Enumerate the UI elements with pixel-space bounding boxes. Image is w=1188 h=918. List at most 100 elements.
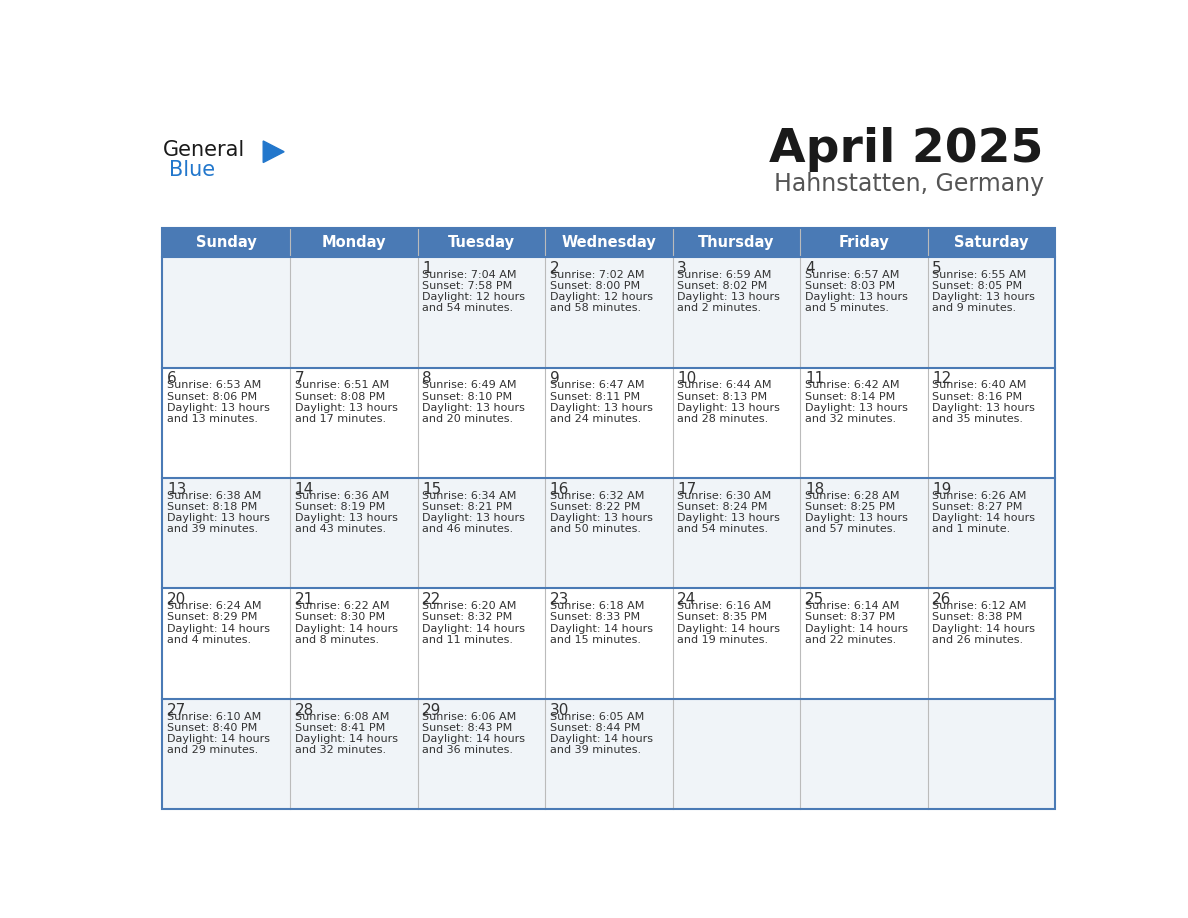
Text: and 1 minute.: and 1 minute. — [933, 524, 1011, 534]
Text: Blue: Blue — [169, 161, 215, 180]
Text: 5: 5 — [933, 261, 942, 276]
Text: Sunset: 8:16 PM: Sunset: 8:16 PM — [933, 392, 1023, 401]
Text: Sunset: 8:30 PM: Sunset: 8:30 PM — [295, 612, 385, 622]
Text: Sunset: 8:13 PM: Sunset: 8:13 PM — [677, 392, 767, 401]
Text: Sunset: 8:03 PM: Sunset: 8:03 PM — [804, 281, 895, 291]
Text: and 8 minutes.: and 8 minutes. — [295, 634, 379, 644]
Text: Sunset: 8:40 PM: Sunset: 8:40 PM — [168, 722, 258, 733]
Text: Daylight: 14 hours: Daylight: 14 hours — [933, 623, 1036, 633]
Text: Sunset: 8:11 PM: Sunset: 8:11 PM — [550, 392, 640, 401]
Text: Hahnstatten, Germany: Hahnstatten, Germany — [773, 172, 1043, 196]
Text: Daylight: 13 hours: Daylight: 13 hours — [677, 292, 781, 302]
Text: 24: 24 — [677, 592, 696, 608]
Text: Sunset: 8:25 PM: Sunset: 8:25 PM — [804, 502, 895, 512]
Text: and 36 minutes.: and 36 minutes. — [422, 745, 513, 756]
Text: Sunrise: 6:32 AM: Sunrise: 6:32 AM — [550, 491, 644, 501]
Text: Daylight: 14 hours: Daylight: 14 hours — [168, 623, 270, 633]
Text: Sunrise: 6:51 AM: Sunrise: 6:51 AM — [295, 380, 388, 390]
Text: Sunset: 8:33 PM: Sunset: 8:33 PM — [550, 612, 640, 622]
Text: 19: 19 — [933, 482, 952, 497]
Text: Daylight: 14 hours: Daylight: 14 hours — [804, 623, 908, 633]
Text: Daylight: 13 hours: Daylight: 13 hours — [422, 513, 525, 523]
Text: and 39 minutes.: and 39 minutes. — [168, 524, 258, 534]
Text: Sunrise: 6:26 AM: Sunrise: 6:26 AM — [933, 491, 1026, 501]
Text: and 32 minutes.: and 32 minutes. — [295, 745, 386, 756]
Text: Daylight: 14 hours: Daylight: 14 hours — [168, 734, 270, 744]
Text: Daylight: 12 hours: Daylight: 12 hours — [422, 292, 525, 302]
Text: Sunset: 8:06 PM: Sunset: 8:06 PM — [168, 392, 258, 401]
Text: 20: 20 — [168, 592, 187, 608]
Text: 15: 15 — [422, 482, 442, 497]
Text: and 57 minutes.: and 57 minutes. — [804, 524, 896, 534]
Text: Sunrise: 6:16 AM: Sunrise: 6:16 AM — [677, 601, 771, 611]
Text: Sunset: 8:08 PM: Sunset: 8:08 PM — [295, 392, 385, 401]
Text: and 28 minutes.: and 28 minutes. — [677, 414, 769, 424]
Text: and 11 minutes.: and 11 minutes. — [422, 634, 513, 644]
Text: and 5 minutes.: and 5 minutes. — [804, 304, 889, 313]
Text: 18: 18 — [804, 482, 824, 497]
Text: Sunset: 8:00 PM: Sunset: 8:00 PM — [550, 281, 640, 291]
Text: Sunset: 8:44 PM: Sunset: 8:44 PM — [550, 722, 640, 733]
Text: Daylight: 13 hours: Daylight: 13 hours — [550, 513, 652, 523]
Text: and 35 minutes.: and 35 minutes. — [933, 414, 1023, 424]
Text: Sunset: 8:27 PM: Sunset: 8:27 PM — [933, 502, 1023, 512]
Text: and 2 minutes.: and 2 minutes. — [677, 304, 762, 313]
Text: and 20 minutes.: and 20 minutes. — [422, 414, 513, 424]
Text: and 43 minutes.: and 43 minutes. — [295, 524, 386, 534]
Text: and 19 minutes.: and 19 minutes. — [677, 634, 769, 644]
Text: and 32 minutes.: and 32 minutes. — [804, 414, 896, 424]
Text: 27: 27 — [168, 703, 187, 718]
Text: Daylight: 13 hours: Daylight: 13 hours — [168, 513, 270, 523]
Text: and 50 minutes.: and 50 minutes. — [550, 524, 640, 534]
Text: Daylight: 13 hours: Daylight: 13 hours — [422, 403, 525, 413]
Text: 4: 4 — [804, 261, 815, 276]
Text: Daylight: 14 hours: Daylight: 14 hours — [550, 623, 652, 633]
Text: Sunset: 8:38 PM: Sunset: 8:38 PM — [933, 612, 1023, 622]
Bar — [163, 478, 1055, 588]
Text: Daylight: 14 hours: Daylight: 14 hours — [677, 623, 781, 633]
Bar — [163, 367, 1055, 478]
Text: Sunrise: 7:04 AM: Sunrise: 7:04 AM — [422, 270, 517, 280]
Text: Daylight: 14 hours: Daylight: 14 hours — [295, 623, 398, 633]
Text: Thursday: Thursday — [699, 235, 775, 250]
Text: Sunset: 7:58 PM: Sunset: 7:58 PM — [422, 281, 512, 291]
Text: Daylight: 14 hours: Daylight: 14 hours — [550, 734, 652, 744]
Text: General: General — [163, 140, 245, 161]
Text: and 26 minutes.: and 26 minutes. — [933, 634, 1024, 644]
Text: Daylight: 13 hours: Daylight: 13 hours — [168, 403, 270, 413]
Text: and 54 minutes.: and 54 minutes. — [677, 524, 769, 534]
Text: Daylight: 13 hours: Daylight: 13 hours — [677, 513, 781, 523]
Text: Sunrise: 6:10 AM: Sunrise: 6:10 AM — [168, 711, 261, 722]
Text: 30: 30 — [550, 703, 569, 718]
Text: Sunrise: 6:38 AM: Sunrise: 6:38 AM — [168, 491, 261, 501]
Text: 25: 25 — [804, 592, 824, 608]
Text: Sunrise: 6:12 AM: Sunrise: 6:12 AM — [933, 601, 1026, 611]
Text: Daylight: 12 hours: Daylight: 12 hours — [550, 292, 652, 302]
Text: Sunday: Sunday — [196, 235, 257, 250]
Text: Sunset: 8:41 PM: Sunset: 8:41 PM — [295, 722, 385, 733]
Text: 9: 9 — [550, 372, 560, 386]
Text: and 24 minutes.: and 24 minutes. — [550, 414, 642, 424]
Text: 12: 12 — [933, 372, 952, 386]
Text: Sunset: 8:37 PM: Sunset: 8:37 PM — [804, 612, 895, 622]
Text: Sunset: 8:02 PM: Sunset: 8:02 PM — [677, 281, 767, 291]
Text: Sunset: 8:19 PM: Sunset: 8:19 PM — [295, 502, 385, 512]
Text: 29: 29 — [422, 703, 442, 718]
Text: Sunset: 8:05 PM: Sunset: 8:05 PM — [933, 281, 1023, 291]
Text: Sunset: 8:21 PM: Sunset: 8:21 PM — [422, 502, 512, 512]
Text: Sunrise: 6:40 AM: Sunrise: 6:40 AM — [933, 380, 1026, 390]
Text: 16: 16 — [550, 482, 569, 497]
Text: Daylight: 13 hours: Daylight: 13 hours — [933, 292, 1035, 302]
Text: 28: 28 — [295, 703, 314, 718]
Text: 11: 11 — [804, 372, 824, 386]
Text: Daylight: 14 hours: Daylight: 14 hours — [933, 513, 1036, 523]
Text: and 22 minutes.: and 22 minutes. — [804, 634, 896, 644]
Polygon shape — [264, 141, 284, 162]
Text: Sunset: 8:10 PM: Sunset: 8:10 PM — [422, 392, 512, 401]
Text: Sunrise: 6:34 AM: Sunrise: 6:34 AM — [422, 491, 517, 501]
Text: Sunrise: 6:18 AM: Sunrise: 6:18 AM — [550, 601, 644, 611]
Text: and 39 minutes.: and 39 minutes. — [550, 745, 640, 756]
Text: Sunrise: 6:42 AM: Sunrise: 6:42 AM — [804, 380, 899, 390]
Text: Daylight: 13 hours: Daylight: 13 hours — [550, 403, 652, 413]
Text: Sunrise: 6:55 AM: Sunrise: 6:55 AM — [933, 270, 1026, 280]
